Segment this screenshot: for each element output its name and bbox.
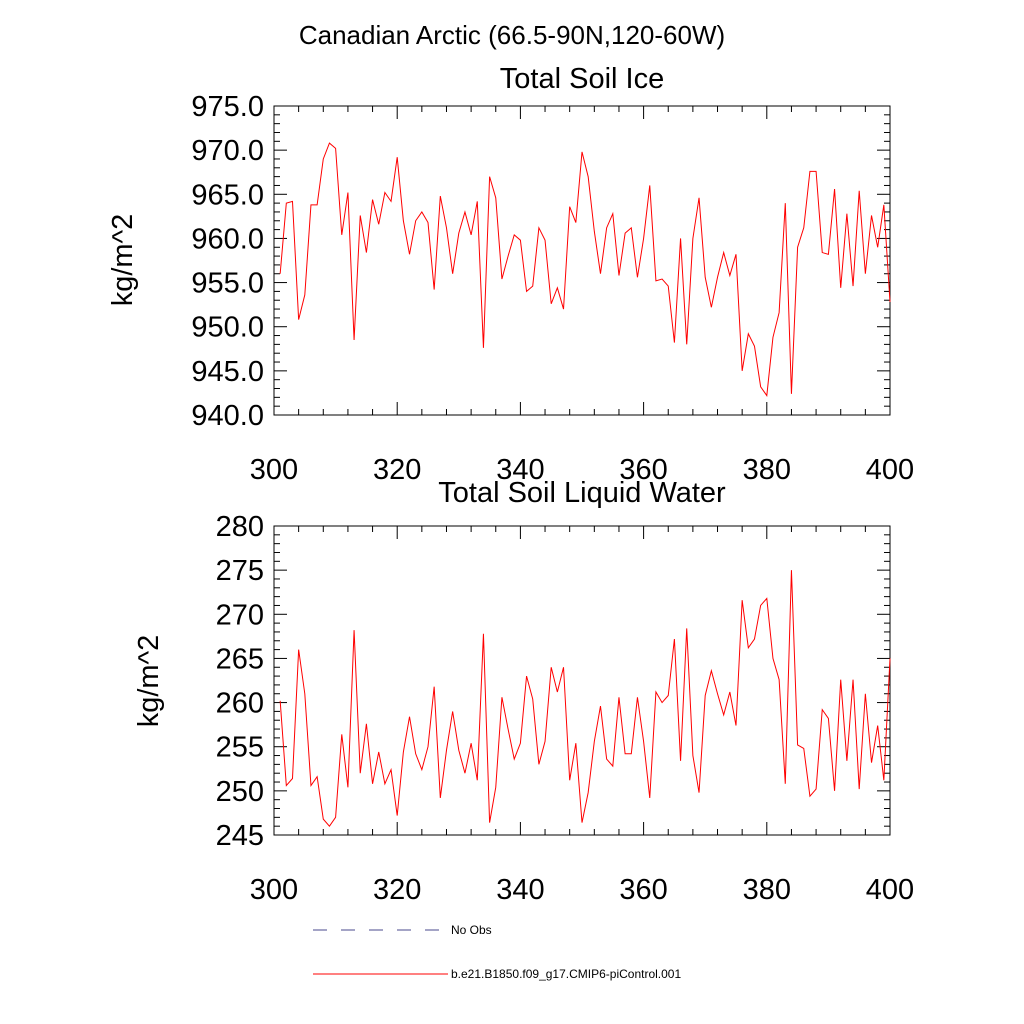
x-tick-label: 380 xyxy=(743,454,791,486)
x-tick-label: 300 xyxy=(250,874,298,906)
x-tick-label: 340 xyxy=(496,874,544,906)
y-tick-label: 270 xyxy=(216,599,264,631)
x-tick-label: 300 xyxy=(250,454,298,486)
y-tick-label: 275 xyxy=(216,555,264,587)
legend: No Obs b.e21.B1850.f09_g17.CMIP6-piContr… xyxy=(313,923,681,981)
y-tick-label: 970.0 xyxy=(191,135,264,167)
y-tick-label: 260 xyxy=(216,688,264,720)
series-line xyxy=(279,142,891,397)
legend-label-model: b.e21.B1850.f09_g17.CMIP6-piControl.001 xyxy=(451,967,681,981)
panel-title: Total Soil Ice xyxy=(500,63,664,95)
x-tick-label: 340 xyxy=(496,454,544,486)
y-tick-label: 960.0 xyxy=(191,223,264,255)
legend-label-no-obs: No Obs xyxy=(451,923,492,937)
y-tick-label: 255 xyxy=(216,732,264,764)
y-tick-label: 945.0 xyxy=(191,356,264,388)
x-tick-label: 360 xyxy=(619,454,667,486)
x-tick-label: 380 xyxy=(743,874,791,906)
y-tick-label: 280 xyxy=(216,511,264,543)
x-tick-label: 320 xyxy=(373,874,421,906)
plot-frame xyxy=(273,525,891,836)
y-axis-label: kg/m^2 xyxy=(107,214,139,307)
y-tick-label: 950.0 xyxy=(191,312,264,344)
x-tick-label: 400 xyxy=(866,454,914,486)
plot-frame xyxy=(273,105,891,416)
x-tick-label: 360 xyxy=(619,874,667,906)
series-line xyxy=(279,570,891,827)
y-tick-label: 265 xyxy=(216,643,264,675)
panel-title: Total Soil Liquid Water xyxy=(438,477,726,509)
y-tick-label: 975.0 xyxy=(191,91,264,123)
y-tick-label: 250 xyxy=(216,776,264,808)
x-tick-label: 400 xyxy=(866,874,914,906)
figure-suptitle: Canadian Arctic (66.5-90N,120-60W) xyxy=(299,20,725,50)
y-tick-label: 955.0 xyxy=(191,268,264,300)
panel-total-soil-ice: Total Soil Ice kg/m^2 300 320 340 360 380 400… xyxy=(107,63,914,486)
y-tick-label: 940.0 xyxy=(191,400,264,432)
x-tick-label: 320 xyxy=(373,454,421,486)
panel-total-soil-liquid-water: Total Soil Liquid Water kg/m^2 300 320 340… xyxy=(133,477,914,906)
y-tick-label: 245 xyxy=(216,820,264,852)
y-axis-label: kg/m^2 xyxy=(133,635,165,728)
y-tick-label: 965.0 xyxy=(191,179,264,211)
